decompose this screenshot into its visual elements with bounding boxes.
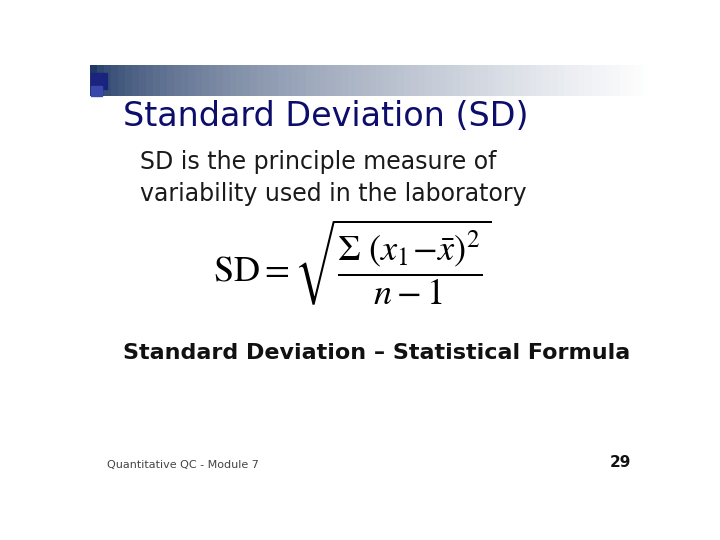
Bar — [292, 65, 300, 96]
Text: Standard Deviation (SD): Standard Deviation (SD) — [124, 100, 529, 133]
Bar — [334, 65, 342, 96]
Bar — [459, 65, 468, 96]
Text: SD is the principle measure of: SD is the principle measure of — [140, 150, 497, 174]
Bar — [230, 65, 238, 96]
Bar — [118, 65, 126, 96]
Bar — [641, 65, 649, 96]
Bar — [585, 65, 593, 96]
Bar — [236, 65, 245, 96]
Bar — [341, 65, 349, 96]
Bar — [523, 65, 531, 96]
Bar — [369, 65, 377, 96]
Bar — [411, 65, 419, 96]
Bar — [481, 65, 489, 96]
Bar — [508, 65, 516, 96]
Text: 29: 29 — [610, 455, 631, 470]
Bar — [145, 65, 154, 96]
Bar — [529, 65, 538, 96]
Bar — [620, 65, 628, 96]
Bar — [599, 65, 607, 96]
Bar — [432, 65, 440, 96]
Bar — [487, 65, 495, 96]
Bar — [557, 65, 565, 96]
Bar — [125, 65, 133, 96]
Bar — [578, 65, 586, 96]
Bar — [502, 65, 510, 96]
Bar — [606, 65, 614, 96]
Bar — [404, 65, 412, 96]
Bar — [355, 65, 363, 96]
Bar — [243, 65, 251, 96]
Bar — [348, 65, 356, 96]
Bar — [202, 65, 210, 96]
Bar — [97, 65, 105, 96]
Bar — [271, 65, 279, 96]
Bar — [467, 65, 474, 96]
Bar — [91, 73, 107, 89]
Bar — [627, 65, 635, 96]
Bar — [153, 65, 161, 96]
Bar — [376, 65, 384, 96]
Bar — [90, 65, 98, 96]
Text: variability used in the laboratory: variability used in the laboratory — [140, 182, 527, 206]
Bar — [453, 65, 461, 96]
Bar — [383, 65, 391, 96]
Bar — [425, 65, 433, 96]
Bar — [516, 65, 523, 96]
Bar — [174, 65, 181, 96]
Bar — [313, 65, 321, 96]
Text: Standard Deviation – Statistical Formula: Standard Deviation – Statistical Formula — [124, 343, 631, 363]
Bar — [634, 65, 642, 96]
Bar — [495, 65, 503, 96]
Bar — [536, 65, 544, 96]
Bar — [91, 86, 102, 96]
Bar — [613, 65, 621, 96]
Bar — [390, 65, 398, 96]
Bar — [285, 65, 293, 96]
Text: Quantitative QC - Module 7: Quantitative QC - Module 7 — [107, 460, 258, 470]
Bar — [215, 65, 224, 96]
Bar — [446, 65, 454, 96]
Bar — [251, 65, 258, 96]
Bar — [194, 65, 203, 96]
Bar — [209, 65, 217, 96]
Bar — [104, 65, 112, 96]
Bar — [564, 65, 572, 96]
Bar — [306, 65, 315, 96]
Bar — [362, 65, 370, 96]
Bar — [188, 65, 196, 96]
Bar — [160, 65, 168, 96]
Bar — [418, 65, 426, 96]
Bar — [593, 65, 600, 96]
Bar — [544, 65, 552, 96]
Bar — [111, 65, 119, 96]
Bar — [300, 65, 307, 96]
Bar — [571, 65, 580, 96]
Bar — [258, 65, 266, 96]
Bar — [320, 65, 328, 96]
Text: $\mathrm{SD} = \sqrt{\dfrac{\Sigma\ (x_1\!-\!\bar{x})^2}{n-1}}$: $\mathrm{SD} = \sqrt{\dfrac{\Sigma\ (x_1… — [213, 218, 491, 307]
Bar — [279, 65, 287, 96]
Bar — [327, 65, 336, 96]
Bar — [181, 65, 189, 96]
Bar — [438, 65, 447, 96]
Bar — [550, 65, 559, 96]
Bar — [397, 65, 405, 96]
Bar — [167, 65, 175, 96]
Bar — [264, 65, 272, 96]
Bar — [139, 65, 147, 96]
Bar — [132, 65, 140, 96]
Bar — [474, 65, 482, 96]
Bar — [222, 65, 230, 96]
